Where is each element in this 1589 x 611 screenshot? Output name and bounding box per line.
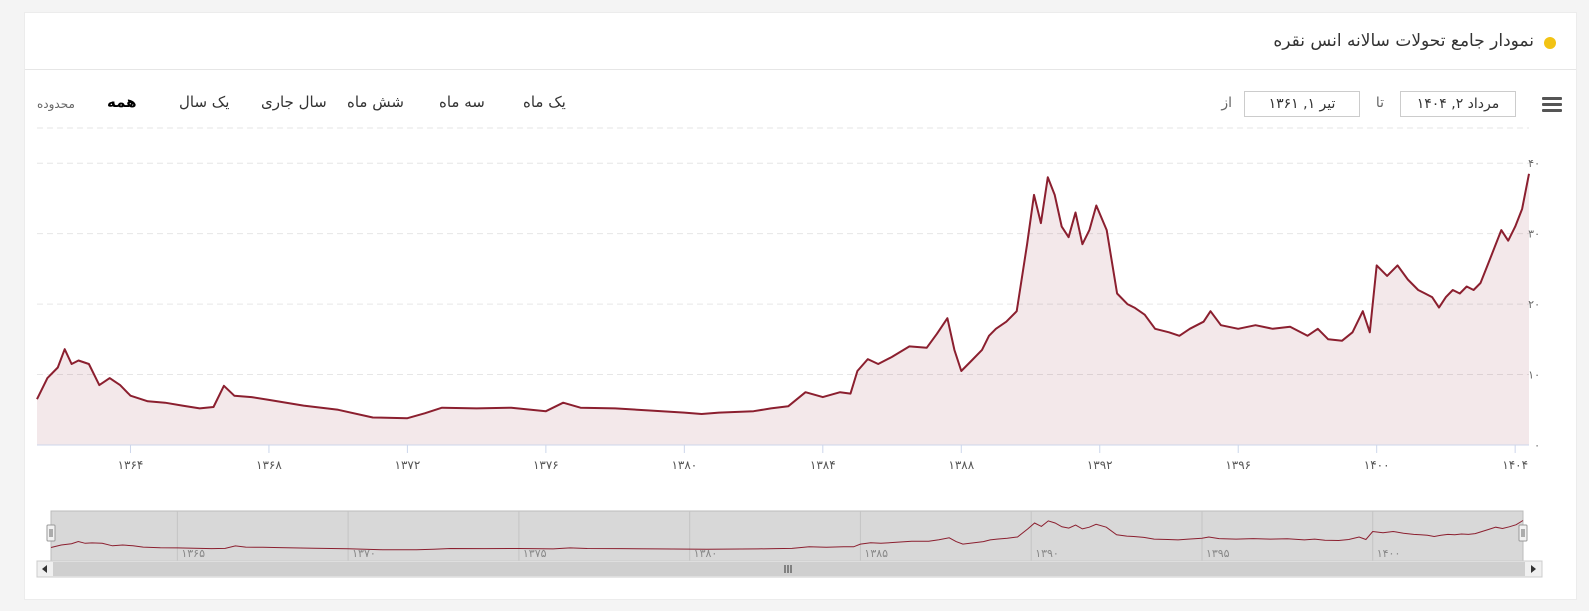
navigator-tick-label: ۱۴۰۰: [1377, 547, 1401, 560]
y-tick-label: ۲۰: [1528, 298, 1540, 311]
x-tick-label: ۱۳۷۲: [395, 458, 421, 472]
range-six-month-button[interactable]: شش ماه: [347, 93, 404, 111]
card-header: نمودار جامع تحولات سالانه انس نقره: [25, 13, 1576, 70]
range-all-button[interactable]: همه: [107, 93, 137, 111]
navigator-tick-label: ۱۳۷۵: [523, 547, 547, 560]
x-tick-label: ۱۳۸۸: [948, 458, 974, 472]
navigator-right-handle[interactable]: [1518, 524, 1528, 542]
x-tick-label: ۱۳۹۶: [1225, 458, 1251, 472]
navigator-mask: [50, 510, 1524, 562]
chart-title: نمودار جامع تحولات سالانه انس نقره: [1273, 31, 1534, 51]
navigator-tick-label: ۱۳۹۵: [1206, 547, 1230, 560]
navigator-tick-label: ۱۳۸۵: [864, 547, 888, 560]
series-area: [37, 173, 1529, 446]
from-date-input[interactable]: تیر ۱, ۱۳۶۱: [1244, 91, 1360, 117]
y-tick-label: ۴۰: [1528, 157, 1540, 170]
to-label: تا: [1375, 95, 1384, 111]
y-tick-label: ۳۰: [1528, 228, 1540, 241]
navigator-tick-label: ۱۳۸۰: [694, 547, 718, 560]
x-tick-label: ۱۴۰۴: [1502, 458, 1528, 472]
y-tick-label: ۰: [1534, 439, 1540, 452]
scroll-right-arrow-icon[interactable]: [1531, 565, 1536, 573]
y-tick-label: ۱۰: [1528, 369, 1540, 382]
range-one-year-button[interactable]: یک سال: [179, 93, 230, 111]
range-label: محدوده: [37, 97, 75, 111]
to-date-input[interactable]: مرداد ۲, ۱۴۰۴: [1400, 91, 1516, 117]
chart-svg: ۰ ۱۰ ۲۰ ۳۰ ۴۰ ۱۳۶۴ ۱۳۶۸ ۱۳۷۲ ۱۳۷۶ ۱۳۸۰ ۱۳۸۴ ۱۳۸۸ ۱۳۹…: [36, 127, 1543, 578]
title-dot-icon: [1544, 37, 1556, 49]
chart-card: نمودار جامع تحولات سالانه انس نقره مرداد…: [24, 12, 1577, 600]
hamburger-menu-icon[interactable]: [1542, 97, 1562, 113]
x-tick-label: ۱۳۸۰: [671, 458, 697, 472]
x-tick-label: ۱۳۶۴: [118, 458, 144, 472]
from-label: از: [1221, 95, 1232, 111]
navigator-left-handle[interactable]: [46, 524, 56, 542]
navigator-tick-label: ۱۳۷۰: [352, 547, 376, 560]
range-one-month-button[interactable]: یک ماه: [523, 93, 566, 111]
x-tick-label: ۱۳۶۸: [256, 458, 282, 472]
series-line: [36, 173, 1530, 420]
range-current-year-button[interactable]: سال جاری: [261, 93, 327, 111]
navigator-tick-label: ۱۳۹۰: [1035, 547, 1059, 560]
scroll-left-arrow-icon[interactable]: [42, 565, 47, 573]
x-tick-label: ۱۴۰۰: [1364, 458, 1390, 472]
x-tick-label: ۱۳۷۶: [533, 458, 559, 472]
scrollbar-thumb[interactable]: [53, 562, 1525, 576]
navigator-tick-label: ۱۳۶۵: [181, 547, 205, 560]
x-tick-label: ۱۳۹۲: [1087, 458, 1113, 472]
range-three-month-button[interactable]: سه ماه: [439, 93, 485, 111]
navigator-series-line: [50, 520, 1524, 551]
x-tick-label: ۱۳۸۴: [810, 458, 836, 472]
